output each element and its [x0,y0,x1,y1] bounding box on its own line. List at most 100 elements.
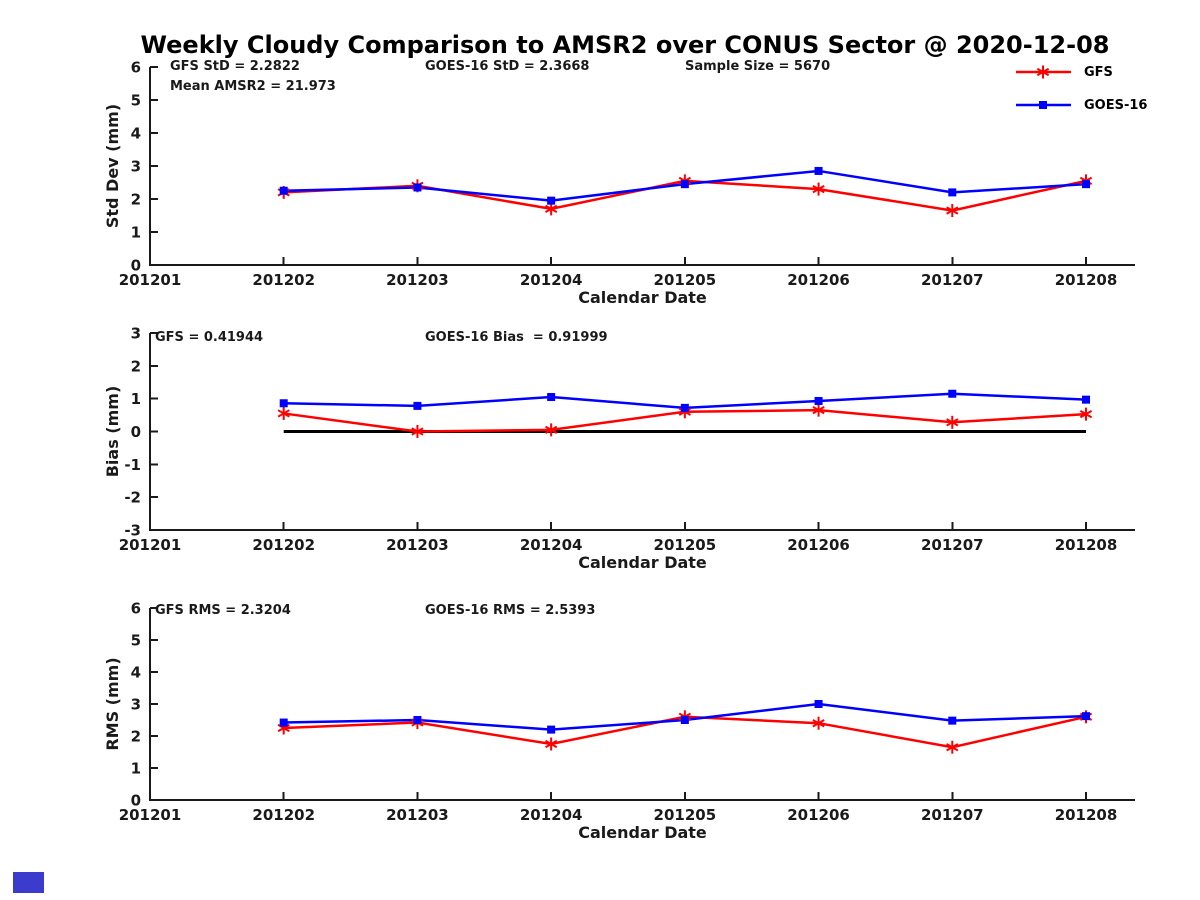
x-tick-label: 201205 [654,536,717,554]
marker-GFS [946,743,959,752]
marker-GFS [946,206,959,215]
y-tick-label: 1 [131,760,141,778]
y-axis-title: RMS (mm) [103,657,122,750]
x-tick-label: 201204 [520,271,583,289]
marker-GOES-16 [547,725,556,734]
stat-annotation: GFS = 0.41944 [155,330,263,345]
marker-GFS [545,204,558,214]
marker-GFS [946,418,959,427]
marker-GFS [812,184,825,194]
y-tick-label: 3 [131,158,141,176]
x-tick-label: 201202 [252,806,315,824]
marker-GFS [812,719,825,728]
marker-GFS [545,425,558,434]
x-tick-label: 201202 [252,536,315,554]
x-tick-label: 201203 [386,806,449,824]
x-tick-label: 201201 [119,806,182,824]
marker-GOES-16 [814,166,823,175]
marker-GOES-16 [547,393,556,402]
x-axis-title: Calendar Date [578,823,707,842]
y-tick-label: -3 [124,522,141,540]
y-tick-label: 6 [131,59,141,77]
page-title: Weekly Cloudy Comparison to AMSR2 over C… [140,31,1110,59]
marker-GOES-16 [948,389,957,398]
y-tick-label: 6 [131,600,141,618]
x-tick-label: 201205 [654,806,717,824]
stat-annotation: Mean AMSR2 = 21.973 [170,79,336,94]
marker-GOES-16 [680,403,689,412]
x-tick-label: 201207 [921,271,984,289]
y-tick-label: 4 [131,125,141,143]
marker-GFS [277,409,290,418]
goes16-line-marker-icon [1016,101,1071,109]
marker-GFS [1079,409,1093,419]
stat-annotation: GOES-16 StD = 2.3668 [425,59,589,74]
y-tick-label: 2 [131,191,141,209]
gfs-legend-asterisk-spoke [1036,67,1050,77]
stat-annotation: GOES-16 RMS = 2.5393 [425,603,595,618]
marker-GOES-16 [279,399,288,408]
y-axis-title: Std Dev (mm) [103,104,122,228]
marker-GOES-16 [1082,180,1090,189]
x-axis-title: Calendar Date [578,553,707,572]
marker-GOES-16 [680,180,689,189]
marker-GOES-16 [814,396,823,405]
x-axis-title: Calendar Date [578,288,707,307]
marker-GOES-16 [279,186,288,195]
marker-GOES-16 [680,716,689,724]
x-tick-label: 201205 [654,271,717,289]
marker-GOES-16 [413,183,422,192]
y-tick-label: 2 [131,728,141,746]
marker-GOES-16 [547,196,556,205]
stat-annotation: GOES-16 Bias = 0.91999 [425,330,608,345]
marker-GOES-16 [413,401,422,410]
marker-GOES-16 [948,716,957,725]
x-tick-label: 201207 [921,806,984,824]
x-tick-label: 201206 [787,806,850,824]
x-tick-label: 201204 [520,806,583,824]
y-tick-label: 5 [131,92,141,110]
y-axis-title: Bias (mm) [103,386,122,478]
legend-label-gfs: GFS [1084,64,1113,80]
x-tick-label: 201202 [252,271,315,289]
marker-GOES-16 [948,188,957,197]
y-tick-label: 3 [131,325,141,343]
marker-GOES-16 [413,716,422,724]
y-tick-label: -1 [124,456,141,474]
x-tick-label: 201206 [787,271,850,289]
gfs-line-marker-icon [1016,65,1071,79]
stat-annotation: GFS RMS = 2.3204 [155,603,291,618]
std-dev-chart: 0 1 2 3 4 5 6 201201 201202 201203 201204 201205 201… [103,59,1135,307]
marker-GOES-16 [1082,395,1090,404]
x-tick-label: 201203 [386,271,449,289]
y-tick-label: 1 [131,390,141,408]
bias-chart: -3 -2 -1 0 1 2 3 201201 201202 201203 201204 201205… [103,325,1135,572]
stat-annotation: Sample Size = 5670 [685,59,830,74]
x-tick-label: 201208 [1055,271,1118,289]
x-tick-label: 201201 [119,536,182,554]
blue-box [13,872,44,893]
marker-GOES-16 [1082,712,1090,721]
marker-GOES-16 [814,700,823,708]
legend-item-gfs: GFS [1015,64,1113,80]
marker-GFS [411,427,424,436]
x-tick-label: 201203 [386,536,449,554]
y-tick-label: 0 [131,792,141,810]
x-tick-label: 201208 [1055,806,1118,824]
y-tick-label: 0 [131,423,141,441]
stat-annotation: GFS StD = 2.2822 [170,59,300,74]
x-tick-label: 201201 [119,271,182,289]
x-tick-label: 201206 [787,536,850,554]
legend-label-goes16: GOES-16 [1084,97,1148,113]
y-tick-label: 2 [131,357,141,375]
y-tick-label: 0 [131,257,141,275]
x-tick-label: 201208 [1055,536,1118,554]
marker-GFS [545,739,558,749]
marker-GOES-16 [279,718,288,727]
x-tick-label: 201207 [921,536,984,554]
y-tick-label: 4 [131,664,141,682]
y-tick-label: 1 [131,224,141,242]
y-tick-label: -2 [124,489,141,507]
